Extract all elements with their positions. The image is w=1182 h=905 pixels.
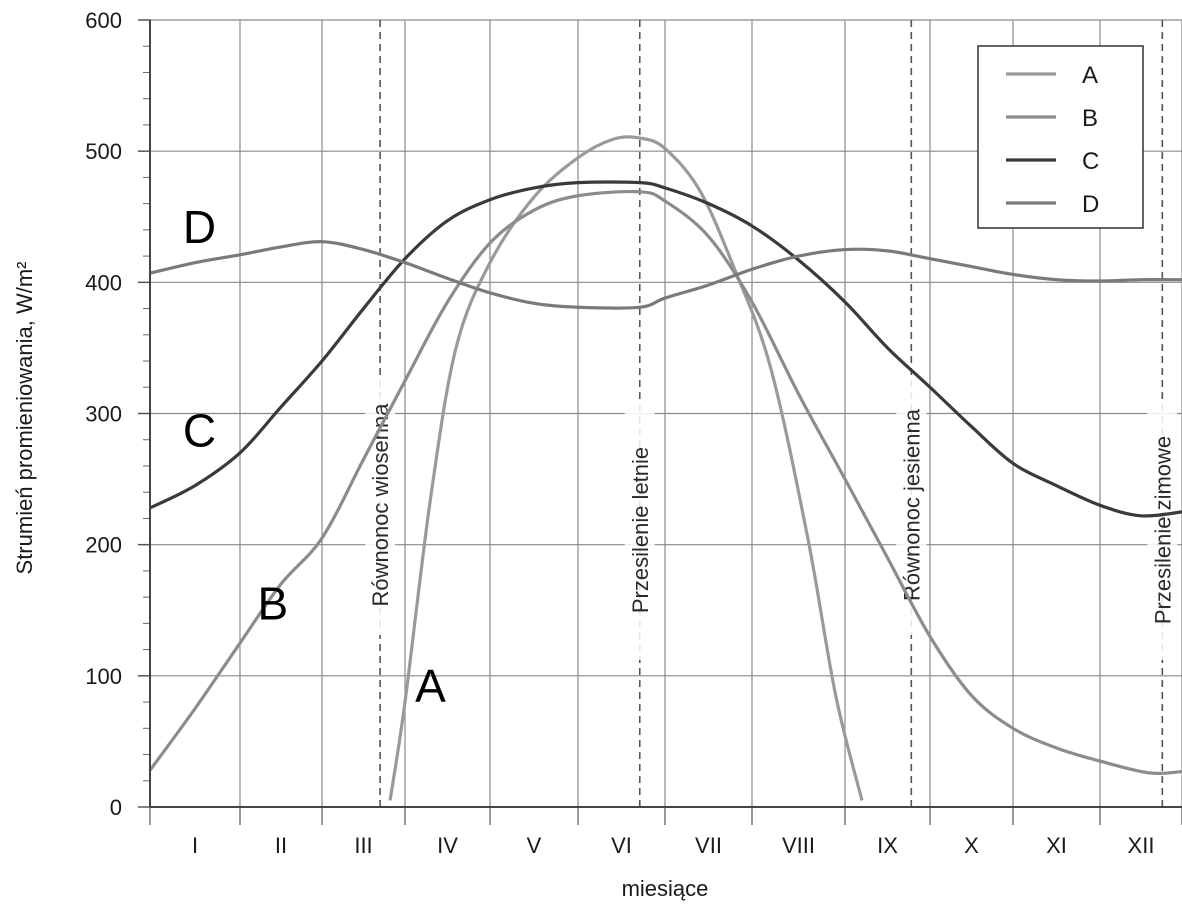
curve-label-b: B [257,577,288,629]
month-label: XII [1128,833,1155,858]
curve-labels: A B C D [183,201,446,712]
y-tick-label: 500 [85,139,122,164]
event-label-bg [1147,400,1178,660]
month-label: XI [1046,833,1067,858]
curve-label-a: A [415,660,446,712]
month-label: VIII [782,833,815,858]
legend-label-b: B [1082,105,1098,132]
month-label: VII [695,833,722,858]
series-line-c [149,180,1182,518]
month-label: II [275,833,287,858]
y-tick-label: 400 [85,270,122,295]
series-lines [148,135,1182,801]
legend-box [977,45,1144,229]
month-label: IV [437,833,458,858]
event-label-bg [624,400,655,660]
event-label: Przesilenie zimowe [1150,436,1175,624]
y-tick-label: 0 [110,795,122,820]
x-axis-title: miesiące [622,876,709,901]
event-label-bg [365,375,396,635]
series-line-d [149,240,1182,310]
month-label: I [192,833,198,858]
event-label: Przesilenie letnie [628,447,653,613]
month-label: V [527,833,542,858]
legend-label-c: C [1082,148,1099,175]
curve-label-d: D [183,201,216,253]
legend-label-a: A [1082,62,1098,89]
month-label: X [964,833,979,858]
event-label-bg [896,375,927,635]
event-label: Równonoc wiosenna [368,403,393,607]
curve-label-c: C [183,404,216,456]
y-axis-title: Strumień promieniowania, W/m² [12,262,37,575]
series-line-b [148,190,1182,776]
y-tick-label: 600 [85,8,122,33]
legend-label-d: D [1082,191,1099,218]
month-label: IX [877,833,898,858]
y-tick-label: 200 [85,533,122,558]
event-label: Równonoc jesienna [899,408,924,601]
y-tick-label: 100 [85,664,122,689]
event-markers: Równonoc wiosenna Przesilenie letnie Równo… [365,20,1178,807]
y-tick-label: 300 [85,402,122,427]
month-label: VI [611,833,632,858]
series-line-a [388,135,864,801]
month-label: III [354,833,372,858]
